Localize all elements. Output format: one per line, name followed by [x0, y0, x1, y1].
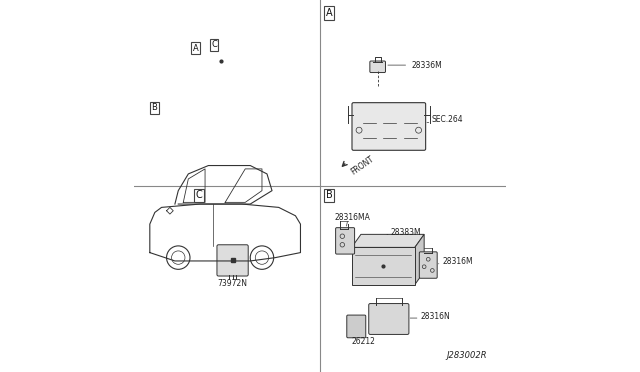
- Text: 28336M: 28336M: [388, 61, 442, 70]
- Text: 28316MA: 28316MA: [335, 213, 371, 222]
- Text: SEC.264: SEC.264: [431, 115, 463, 124]
- FancyBboxPatch shape: [369, 304, 409, 334]
- FancyBboxPatch shape: [352, 103, 426, 150]
- Text: C: C: [211, 40, 217, 49]
- Text: B: B: [326, 190, 333, 200]
- Polygon shape: [415, 234, 424, 285]
- FancyBboxPatch shape: [419, 252, 437, 278]
- FancyBboxPatch shape: [347, 315, 365, 338]
- Text: 26212: 26212: [351, 337, 376, 346]
- Text: A: A: [326, 8, 333, 18]
- Text: A: A: [193, 44, 198, 53]
- Text: 28316N: 28316N: [420, 312, 450, 321]
- Text: B: B: [152, 103, 157, 112]
- Text: 28383M: 28383M: [390, 228, 421, 237]
- Text: FRONT: FRONT: [349, 154, 376, 177]
- FancyBboxPatch shape: [217, 245, 248, 276]
- Text: J283002R: J283002R: [447, 351, 487, 360]
- Polygon shape: [351, 234, 424, 247]
- Text: 28316M: 28316M: [442, 257, 473, 266]
- Text: 73972N: 73972N: [218, 279, 248, 288]
- Text: C: C: [196, 190, 202, 200]
- Bar: [351, 247, 415, 285]
- FancyBboxPatch shape: [335, 228, 355, 254]
- FancyBboxPatch shape: [370, 61, 385, 73]
